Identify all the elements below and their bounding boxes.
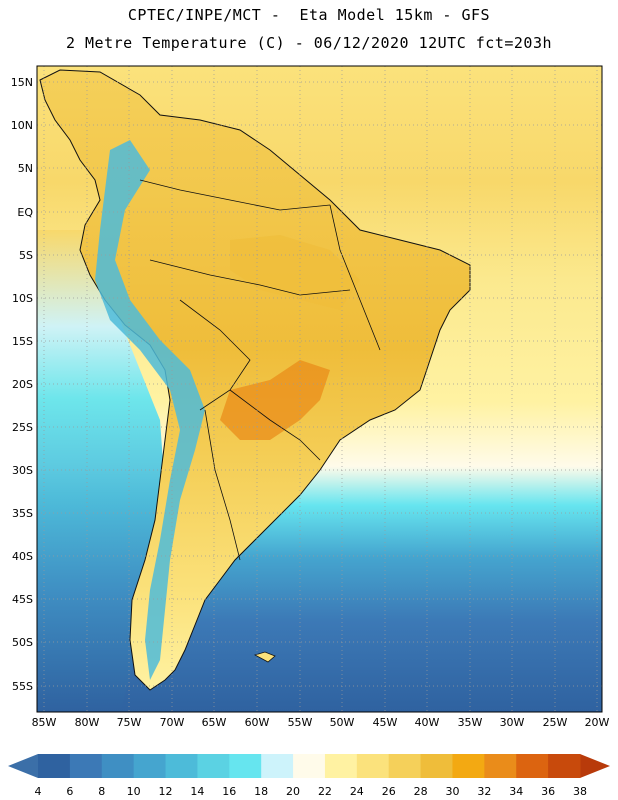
lat-label: 10S [12, 292, 33, 305]
colorbar-high-arrow [580, 754, 610, 778]
colorbar-box [38, 754, 71, 778]
lat-label: 50S [12, 636, 33, 649]
colorbar-box [261, 754, 294, 778]
colorbar-box [101, 754, 135, 778]
lat-label: 5S [19, 249, 33, 262]
lon-label: 50W [330, 716, 355, 729]
falkland-islands [253, 651, 276, 663]
colorbar-tick-label: 8 [98, 785, 105, 798]
colorbar-box [133, 754, 167, 778]
colorbar-box [420, 754, 453, 778]
latitude-labels: 15N 10N 5N EQ 5S 10S 15S 20S 25S 30S 35S… [11, 76, 34, 693]
hot-core-area [220, 360, 330, 440]
lat-label: 15N [11, 76, 33, 89]
lon-label: 70W [160, 716, 185, 729]
lon-label: 20W [585, 716, 610, 729]
south-america-land [39, 69, 471, 691]
longitude-labels: 85W 80W 75W 70W 65W 60W 55W 50W 45W 40W … [32, 716, 610, 729]
colorbar-box [324, 754, 358, 778]
colorbar-box [516, 754, 549, 778]
colorbar-tick-label: 26 [382, 785, 396, 798]
lat-label: EQ [17, 206, 33, 219]
colorbar-tick-label: 24 [350, 785, 364, 798]
map-title-line-2: 2 Metre Temperature (C) - 06/12/2020 12U… [65, 34, 553, 52]
lat-label: 40S [12, 550, 33, 563]
colorbar-box [356, 754, 390, 778]
colorbar-tick-label: 28 [414, 785, 428, 798]
lon-label: 35W [458, 716, 483, 729]
colorbar-low-arrow [8, 754, 38, 778]
lon-label: 55W [288, 716, 313, 729]
colorbar-box [388, 754, 422, 778]
lat-label: 10N [11, 119, 33, 132]
lat-label: 55S [12, 680, 33, 693]
map-title-line-1: CPTEC/INPE/MCT - Eta Model 15km - GFS [127, 6, 491, 24]
colorbar-ticks: 4 6 8 10 12 14 16 18 20 22 24 26 28 30 32 34 36 38 [35, 785, 588, 798]
colorbar-tick-label: 6 [66, 785, 73, 798]
lon-label: 40W [415, 716, 440, 729]
colorbar-box [229, 754, 262, 778]
colorbar-box [69, 754, 103, 778]
colorbar: 4 6 8 10 12 14 16 18 20 22 24 26 28 30 32 34 36 38 [8, 754, 610, 798]
lon-label: 30W [500, 716, 525, 729]
colorbar-tick-label: 38 [573, 785, 587, 798]
colorbar-box [548, 754, 581, 778]
map-area [37, 66, 602, 712]
colorbar-boxes [38, 754, 581, 778]
colorbar-tick-label: 18 [254, 785, 268, 798]
lon-label: 45W [373, 716, 398, 729]
lon-label: 75W [117, 716, 142, 729]
colorbar-tick-label: 16 [222, 785, 236, 798]
colorbar-tick-label: 14 [190, 785, 204, 798]
lon-label: 80W [75, 716, 100, 729]
colorbar-tick-label: 12 [159, 785, 173, 798]
colorbar-tick-label: 22 [318, 785, 332, 798]
lon-label: 85W [32, 716, 57, 729]
colorbar-tick-label: 30 [445, 785, 459, 798]
colorbar-box [197, 754, 230, 778]
colorbar-tick-label: 20 [286, 785, 300, 798]
lat-label: 20S [12, 378, 33, 391]
colorbar-box [165, 754, 198, 778]
colorbar-box [452, 754, 485, 778]
andes-cool-band [95, 140, 205, 680]
colorbar-box [293, 754, 326, 778]
colorbar-tick-label: 4 [35, 785, 42, 798]
colorbar-tick-label: 32 [477, 785, 491, 798]
lon-label: 65W [202, 716, 227, 729]
colorbar-tick-label: 36 [541, 785, 555, 798]
lon-label: 60W [245, 716, 270, 729]
lat-label: 35S [12, 507, 33, 520]
lat-label: 30S [12, 464, 33, 477]
lat-label: 25S [12, 421, 33, 434]
lat-label: 5N [18, 162, 33, 175]
lat-label: 15S [12, 335, 33, 348]
colorbar-tick-label: 34 [509, 785, 523, 798]
lat-label: 45S [12, 593, 33, 606]
lon-label: 25W [543, 716, 568, 729]
map-frame [36, 65, 603, 713]
colorbar-box [484, 754, 517, 778]
amazon-warm-area [230, 235, 360, 310]
colorbar-tick-label: 10 [127, 785, 141, 798]
country-borders [139, 179, 381, 561]
